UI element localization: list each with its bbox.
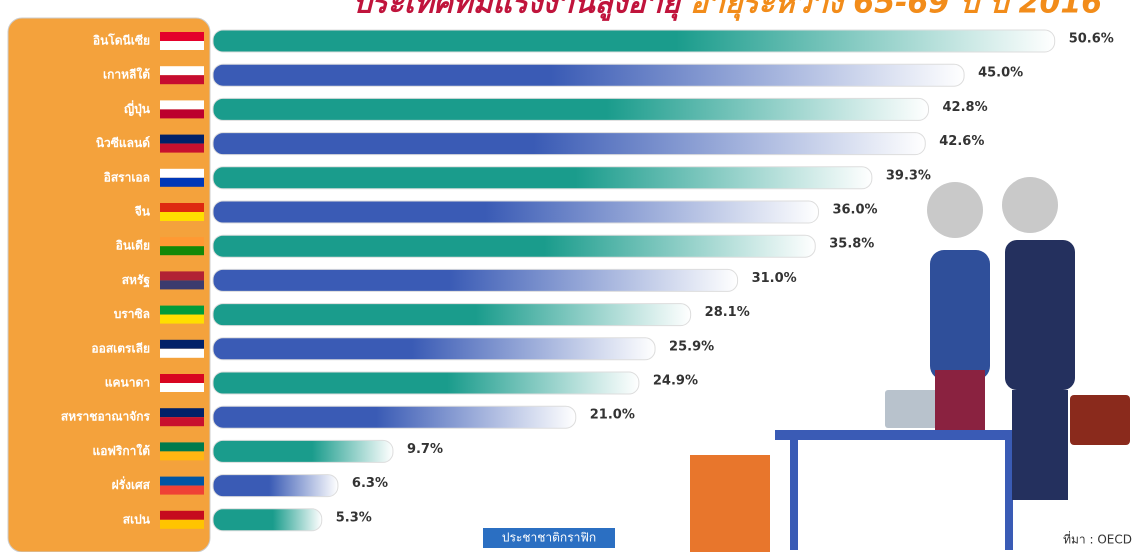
flag xyxy=(160,212,204,221)
flag xyxy=(160,177,204,187)
category-label: อินโดนีเซีย xyxy=(93,33,150,48)
bar xyxy=(212,337,656,361)
value-label: 50.6% xyxy=(1069,32,1114,47)
category-label: แคนาดา xyxy=(105,376,150,390)
bar xyxy=(212,29,1056,53)
flag xyxy=(160,237,204,247)
bar xyxy=(212,303,692,327)
category-label: สหรัฐ xyxy=(122,273,151,288)
flag xyxy=(160,246,204,256)
category-label: ออสเตรเลีย xyxy=(91,341,150,355)
category-label: สหราชอาณาจักร xyxy=(61,410,151,424)
value-label: 21.0% xyxy=(590,408,635,423)
flag xyxy=(160,100,204,110)
bar xyxy=(212,508,323,532)
flag xyxy=(160,280,204,290)
category-label: ญี่ปุ่น xyxy=(124,100,151,117)
flag xyxy=(160,168,204,178)
category-label: สเปน xyxy=(123,512,151,526)
source: ที่มา : OECD xyxy=(1063,531,1132,547)
flag xyxy=(160,32,204,41)
category-label: อินเดีย xyxy=(116,239,150,253)
chart-title: ประเทศที่มีแรงงานสูงอายุ xyxy=(353,0,683,22)
bar xyxy=(212,234,816,258)
bar xyxy=(212,166,873,190)
bar xyxy=(212,439,394,463)
value-label: 42.6% xyxy=(939,134,984,149)
illustration xyxy=(690,177,1130,552)
flag xyxy=(160,417,204,427)
flag xyxy=(160,271,204,281)
flag xyxy=(160,41,204,50)
bar xyxy=(212,405,577,429)
value-label: 28.1% xyxy=(705,305,750,320)
flag xyxy=(160,442,204,452)
flag xyxy=(160,476,204,486)
flag xyxy=(160,408,204,418)
value-label: 36.0% xyxy=(832,203,877,218)
flag xyxy=(160,109,204,119)
flag xyxy=(160,348,204,358)
flag xyxy=(160,203,204,212)
flag xyxy=(160,510,204,520)
flag xyxy=(160,519,204,529)
value-label: 24.9% xyxy=(653,374,698,389)
value-label: 25.9% xyxy=(669,339,714,354)
flag xyxy=(160,485,204,495)
bar xyxy=(212,97,930,121)
flag xyxy=(160,451,204,461)
chart-subtitle: อายุระหว่าง 65-69 ปี ปี 2016 xyxy=(690,0,1102,22)
flag xyxy=(160,339,204,349)
value-label: 31.0% xyxy=(752,271,797,286)
flag xyxy=(160,75,204,85)
value-label: 45.0% xyxy=(978,66,1023,81)
category-label: เกาหลีใต้ xyxy=(103,67,150,82)
label-panel xyxy=(7,17,211,552)
flag xyxy=(160,383,204,392)
flag xyxy=(160,134,204,144)
flag xyxy=(160,374,204,383)
value-label: 6.3% xyxy=(352,476,388,491)
value-label: 5.3% xyxy=(336,510,372,525)
category-label: นิวซีแลนด์ xyxy=(96,136,150,150)
value-label: 42.8% xyxy=(943,100,988,115)
credit-box xyxy=(483,528,615,548)
flag xyxy=(160,66,204,76)
category-label: อิสราเอล xyxy=(104,170,150,184)
category-label: แอฟริกาใต้ xyxy=(92,443,150,458)
value-label: 9.7% xyxy=(407,442,443,457)
bar xyxy=(212,268,739,292)
value-label: 39.3% xyxy=(886,168,931,183)
credit: ประชาชาติกราฟิก xyxy=(502,531,596,545)
bar xyxy=(212,63,965,87)
category-label: จีน xyxy=(135,205,151,219)
bar xyxy=(212,132,926,156)
bar xyxy=(212,474,339,498)
flag xyxy=(160,314,204,324)
flag xyxy=(160,305,204,315)
value-label: 35.8% xyxy=(829,237,874,252)
flag xyxy=(160,143,204,153)
bar xyxy=(212,200,819,224)
category-label: บราซิล xyxy=(114,307,150,321)
bar xyxy=(212,371,640,395)
category-label: ฝรั่งเศส xyxy=(112,476,151,492)
